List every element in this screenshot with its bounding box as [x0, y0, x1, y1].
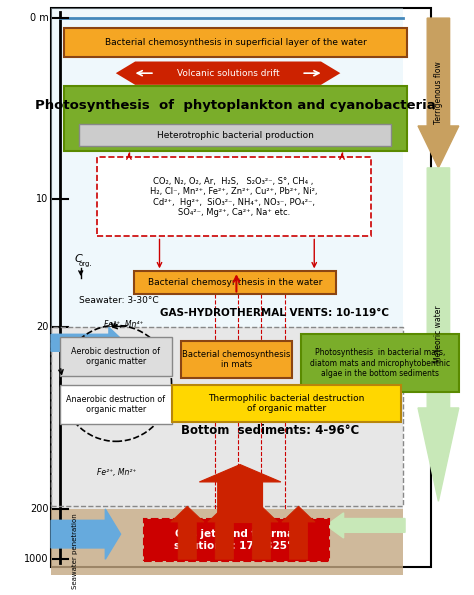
Polygon shape	[208, 506, 241, 559]
Bar	[135, 271, 337, 295]
Bar	[51, 327, 403, 509]
Bar	[98, 157, 371, 236]
Text: 20: 20	[36, 322, 48, 333]
Text: 0 m: 0 m	[29, 13, 48, 23]
Text: Gas jets and thermal
solutions : 170-325°C: Gas jets and thermal solutions : 170-325…	[173, 529, 299, 551]
Text: Volcanic solutions drift: Volcanic solutions drift	[177, 68, 279, 78]
Text: 10: 10	[36, 194, 48, 204]
Text: Photosynthesis  of  phytoplankton and cyanobacteria: Photosynthesis of phytoplankton and cyan…	[35, 99, 436, 111]
Text: Fe²⁺, Mn²⁺: Fe²⁺, Mn²⁺	[98, 468, 137, 477]
Text: Anaerobic destruction of
organic matter: Anaerobic destruction of organic matter	[66, 395, 165, 414]
Bar	[60, 337, 172, 375]
Polygon shape	[51, 509, 120, 559]
Polygon shape	[118, 62, 338, 84]
Text: Aerobic destruction of
organic matter: Aerobic destruction of organic matter	[72, 347, 161, 366]
Bar	[144, 519, 329, 561]
Bar	[60, 386, 172, 424]
Bar	[301, 334, 459, 392]
Text: Bacterial chemosynthesis in the water: Bacterial chemosynthesis in the water	[148, 278, 323, 287]
Polygon shape	[200, 465, 281, 522]
Polygon shape	[171, 506, 204, 559]
Polygon shape	[51, 327, 125, 358]
Text: 1000: 1000	[24, 555, 48, 564]
Text: GAS-HYDROTHERMAL VENTS: 10-119°C: GAS-HYDROTHERMAL VENTS: 10-119°C	[160, 308, 389, 318]
Text: Seawater penetration: Seawater penetration	[72, 513, 78, 590]
Text: Bacterial chemosynthesis in superficial layer of the water: Bacterial chemosynthesis in superficial …	[105, 37, 366, 47]
Polygon shape	[418, 18, 459, 168]
Text: Meteoric water: Meteoric water	[434, 305, 443, 363]
Text: 200: 200	[30, 504, 48, 514]
Text: CO₂, N₂, O₂, Ar,  H₂S,   S₂O₃²⁻, S°, CH₄ ,
H₂, Cl⁻, Mn²⁺, Fe²⁺, Zn²⁺, Cu²⁺, Pb²⁺: CO₂, N₂, O₂, Ar, H₂S, S₂O₃²⁻, S°, CH₄ , …	[150, 177, 318, 217]
Text: org.: org.	[79, 261, 92, 267]
Text: Terrigenous flow: Terrigenous flow	[434, 61, 443, 124]
Text: C: C	[75, 253, 83, 264]
Polygon shape	[245, 506, 278, 559]
Bar	[64, 86, 407, 152]
Bar	[181, 341, 292, 378]
Bar	[51, 327, 403, 506]
Bar	[172, 386, 401, 422]
Text: Bottom  sediments: 4-96°C: Bottom sediments: 4-96°C	[181, 424, 359, 437]
Bar	[64, 28, 407, 57]
Polygon shape	[282, 506, 315, 559]
Bar	[79, 124, 391, 146]
Polygon shape	[326, 513, 405, 538]
Text: Bacterial chemosynthesis
in mats: Bacterial chemosynthesis in mats	[182, 349, 291, 369]
Text: Thermophilic bacterial destruction
of organic matter: Thermophilic bacterial destruction of or…	[208, 394, 365, 414]
Text: Photosynthesis  in bacterial mats,
diatom mats and microphytobenthic
algae in th: Photosynthesis in bacterial mats, diatom…	[310, 348, 450, 378]
Bar	[51, 8, 403, 327]
Text: Fe³⁺, Mn⁴⁺: Fe³⁺, Mn⁴⁺	[104, 320, 143, 329]
Bar	[51, 509, 403, 575]
Bar	[51, 8, 431, 567]
Polygon shape	[418, 168, 459, 501]
Text: Seawater: 3-30°C: Seawater: 3-30°C	[79, 296, 158, 305]
Text: Heterotrophic bacterial production: Heterotrophic bacterial production	[157, 130, 314, 139]
